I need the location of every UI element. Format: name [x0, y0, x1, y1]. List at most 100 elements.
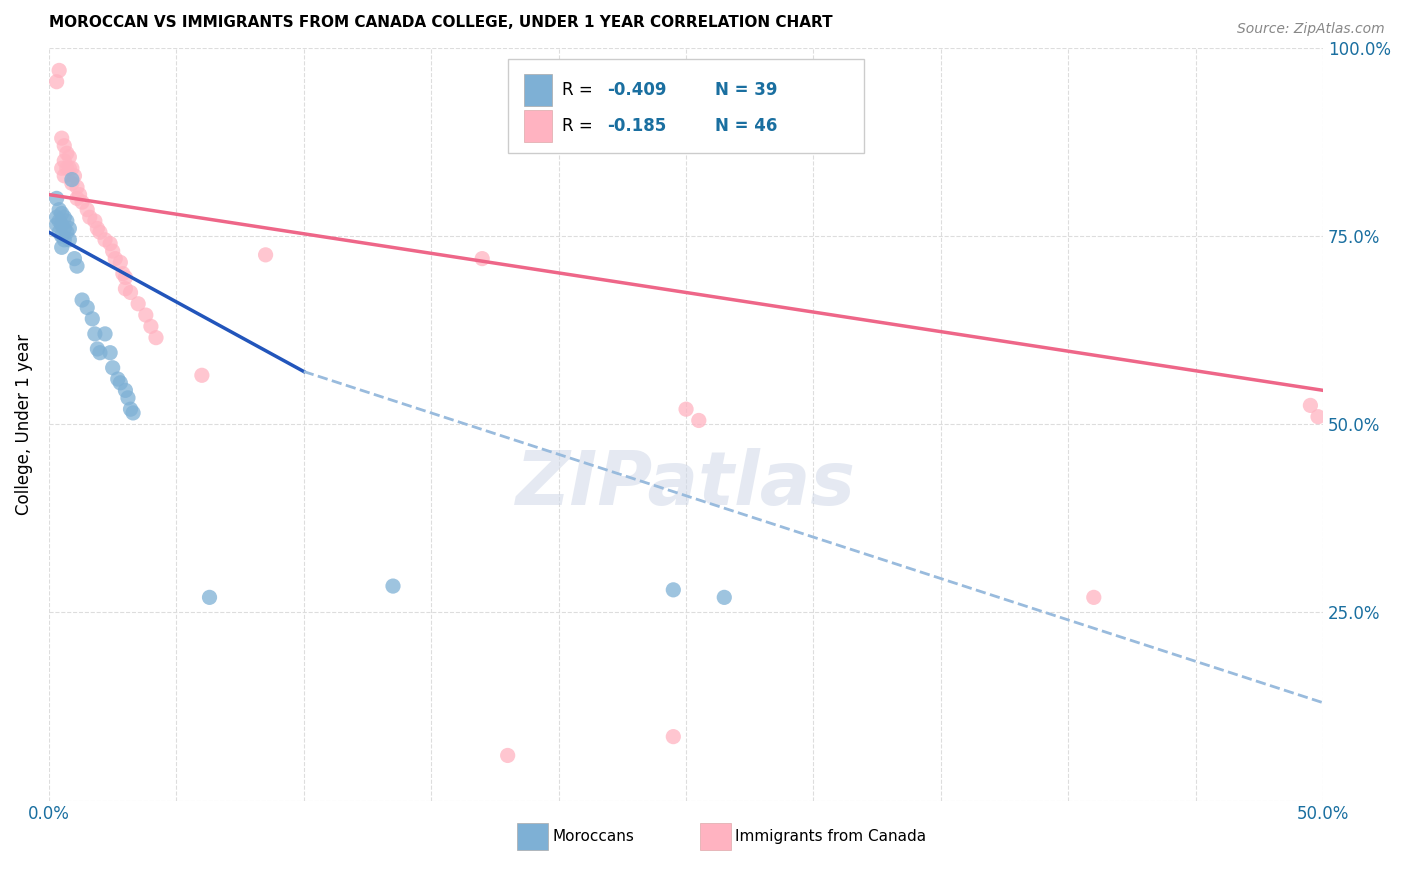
Point: [48, 225, 70, 239]
Point: [86, 221, 108, 235]
Point: [120, 285, 142, 300]
Point: [45, 218, 67, 232]
Point: [70, 195, 93, 210]
Point: [51, 240, 73, 254]
Text: MOROCCAN VS IMMIGRANTS FROM CANADA COLLEGE, UNDER 1 YEAR CORRELATION CHART: MOROCCAN VS IMMIGRANTS FROM CANADA COLLE…: [49, 15, 832, 30]
Point: [83, 214, 105, 228]
Point: [76, 301, 98, 315]
Text: Immigrants from Canada: Immigrants from Canada: [735, 829, 927, 844]
FancyBboxPatch shape: [524, 111, 553, 142]
Point: [139, 319, 162, 334]
Point: [662, 582, 685, 597]
Point: [51, 218, 73, 232]
Point: [66, 191, 89, 205]
Point: [135, 308, 157, 322]
Point: [110, 255, 132, 269]
Point: [101, 244, 124, 258]
Point: [53, 233, 76, 247]
Point: [58, 233, 80, 247]
Point: [107, 372, 129, 386]
Point: [110, 376, 132, 390]
Point: [688, 413, 710, 427]
FancyBboxPatch shape: [524, 74, 553, 106]
Text: Moroccans: Moroccans: [553, 829, 634, 844]
Point: [56, 161, 79, 176]
Text: N = 46: N = 46: [716, 117, 778, 135]
Point: [45, 191, 67, 205]
Point: [114, 282, 136, 296]
Text: N = 39: N = 39: [716, 81, 778, 99]
Point: [98, 236, 121, 251]
Point: [51, 161, 73, 176]
Point: [198, 591, 221, 605]
Text: ZIPatlas: ZIPatlas: [516, 448, 856, 521]
Point: [66, 180, 89, 194]
Point: [76, 202, 98, 217]
Point: [56, 214, 79, 228]
Point: [60, 172, 83, 186]
Point: [51, 206, 73, 220]
Point: [82, 311, 104, 326]
Point: [101, 360, 124, 375]
Text: Source: ZipAtlas.com: Source: ZipAtlas.com: [1237, 22, 1385, 37]
Point: [382, 579, 405, 593]
Point: [56, 146, 79, 161]
Point: [471, 252, 494, 266]
Point: [51, 229, 73, 244]
Point: [58, 150, 80, 164]
Point: [86, 342, 108, 356]
Point: [66, 259, 89, 273]
Text: -0.409: -0.409: [607, 81, 666, 99]
Point: [83, 326, 105, 341]
Point: [191, 368, 214, 383]
Point: [94, 326, 117, 341]
Point: [111, 267, 134, 281]
Point: [60, 177, 83, 191]
Point: [1306, 409, 1329, 424]
Point: [58, 221, 80, 235]
Point: [675, 402, 697, 417]
Point: [98, 345, 121, 359]
Point: [63, 169, 86, 183]
Point: [254, 248, 277, 262]
Point: [114, 384, 136, 398]
Point: [45, 211, 67, 225]
Point: [120, 402, 142, 417]
Point: [89, 345, 111, 359]
Point: [117, 391, 139, 405]
Point: [51, 131, 73, 145]
Y-axis label: College, Under 1 year: College, Under 1 year: [15, 334, 32, 515]
Point: [89, 225, 111, 239]
Point: [53, 221, 76, 235]
Point: [70, 293, 93, 307]
Point: [145, 331, 167, 345]
Point: [104, 252, 127, 266]
Point: [53, 153, 76, 168]
Point: [53, 211, 76, 225]
Point: [48, 202, 70, 217]
Text: R =: R =: [562, 117, 603, 135]
Point: [662, 730, 685, 744]
Text: -0.185: -0.185: [607, 117, 666, 135]
Point: [63, 252, 86, 266]
Point: [1299, 398, 1322, 412]
Text: R =: R =: [562, 81, 599, 99]
Point: [1083, 591, 1105, 605]
Point: [122, 406, 145, 420]
Point: [94, 233, 117, 247]
Point: [60, 161, 83, 176]
Point: [58, 161, 80, 176]
Point: [69, 187, 91, 202]
Point: [114, 270, 136, 285]
FancyBboxPatch shape: [508, 59, 865, 153]
Point: [127, 297, 149, 311]
Point: [48, 63, 70, 78]
Point: [53, 169, 76, 183]
Point: [713, 591, 735, 605]
Point: [79, 211, 101, 225]
Point: [48, 214, 70, 228]
Point: [56, 225, 79, 239]
Point: [53, 138, 76, 153]
Point: [45, 75, 67, 89]
Point: [496, 748, 519, 763]
